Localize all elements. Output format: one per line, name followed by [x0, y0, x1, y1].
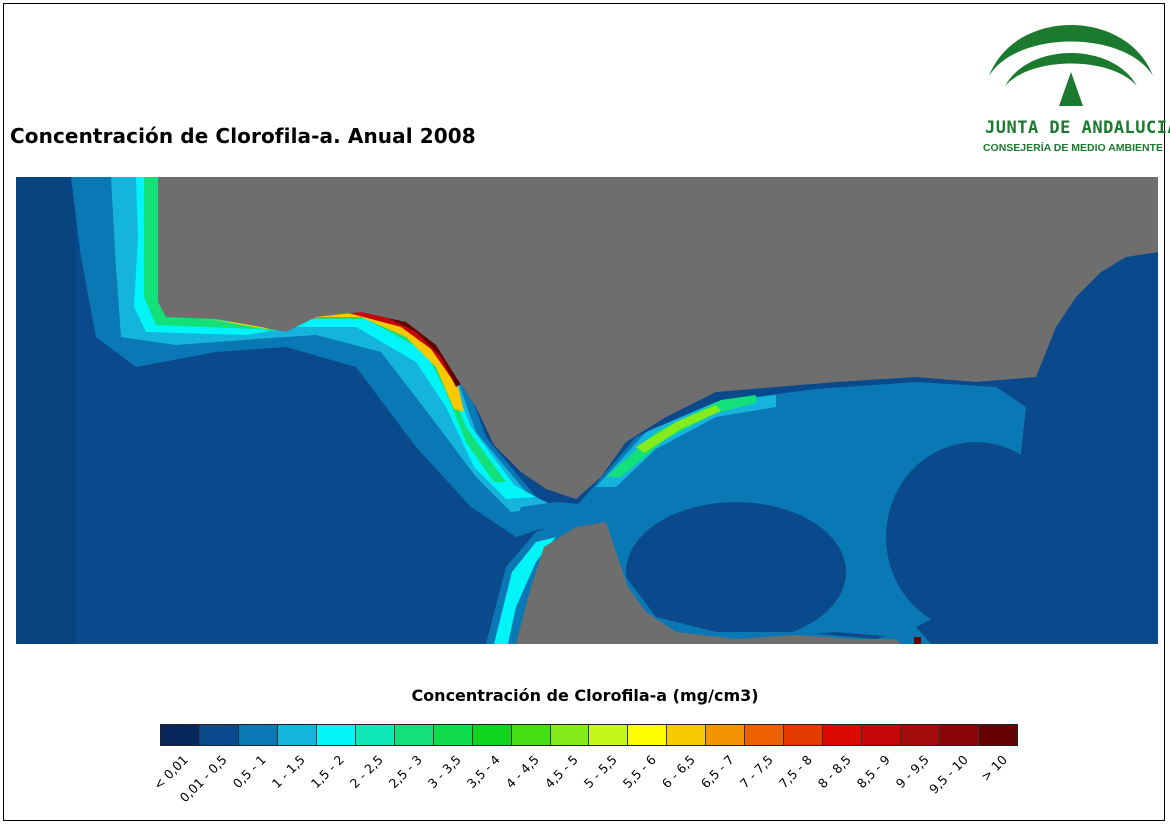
legend-label: 2,5 - 3: [385, 752, 425, 792]
legend-label: 7,5 - 8: [775, 752, 815, 792]
legend-label: 8,5 - 9: [853, 752, 893, 792]
offshore-zone: [16, 177, 76, 644]
hot-spot: [914, 637, 921, 644]
africa-land: [516, 522, 901, 644]
legend-label: 1,5 - 2: [307, 752, 347, 792]
legend-swatch: [862, 725, 902, 745]
atlantic-band-outer: [71, 177, 576, 537]
junta-andalucia-logo: [989, 25, 1153, 106]
legend-label: 3,5 - 4: [463, 752, 503, 792]
legend-label: > 10: [977, 752, 1010, 785]
legend-label: 6,5 - 7: [697, 752, 737, 792]
legend-label: 2 - 2,5: [346, 752, 386, 792]
legend-label: 6 - 6,5: [658, 752, 698, 792]
legend-label: 4,5 - 5: [541, 752, 581, 792]
legend-swatch: [706, 725, 746, 745]
legend-label: 8 - 8,5: [814, 752, 854, 792]
legend-swatch: [238, 725, 278, 745]
map-title: Concentración de Clorofila-a. Anual 2008: [10, 124, 476, 148]
legend-swatch: [901, 725, 941, 745]
legend-swatch: [667, 725, 707, 745]
strait-channel: [516, 502, 616, 531]
legend-label: 9,5 - 10: [925, 752, 971, 797]
legend-swatch: [979, 725, 1017, 745]
legend-label: 7 - 7,5: [736, 752, 776, 792]
alboran-band-lime: [636, 405, 721, 453]
legend-swatch: [628, 725, 668, 745]
moroccan-band-cyan: [494, 537, 556, 644]
legend-swatch: [550, 725, 590, 745]
atlantic-band-cyan: [134, 177, 536, 499]
legend-swatch: [784, 725, 824, 745]
legend-swatch: [940, 725, 980, 745]
legend-swatch: [433, 725, 473, 745]
legend-label: 4 - 4,5: [502, 752, 542, 792]
legend-swatch: [355, 725, 395, 745]
chlorophyll-map: [16, 177, 1158, 644]
legend-swatch: [511, 725, 551, 745]
atlantic-band-mid: [111, 177, 556, 512]
color-legend: [160, 724, 1018, 746]
legend-title: Concentración de Clorofila-a (mg/cm3): [411, 686, 759, 705]
legend-swatch: [472, 725, 512, 745]
legend-swatch: [745, 725, 785, 745]
alboran-eastern-gyre: [886, 442, 1066, 632]
legend-swatch: [161, 725, 200, 745]
alboran-western-gyre: [626, 502, 846, 642]
logo-subtitle: CONSEJERÍA DE MEDIO AMBIENTE: [982, 142, 1164, 154]
alboran-band-cyan: [596, 395, 776, 487]
iberia-land: [158, 177, 1158, 499]
legend-label: 5 - 5,5: [580, 752, 620, 792]
legend-label: 0,5 - 1: [229, 752, 269, 792]
legend-label: 1 - 1,5: [268, 752, 308, 792]
legend-label: 3 - 3,5: [424, 752, 464, 792]
legend-swatch: [277, 725, 317, 745]
alboran-band-green: [606, 395, 756, 477]
legend-swatch: [589, 725, 629, 745]
legend-swatch: [316, 725, 356, 745]
logo-name: JUNTA DE ANDALUCIA: [985, 118, 1170, 138]
legend-swatch: [823, 725, 863, 745]
legend-label: 5,5 - 6: [619, 752, 659, 792]
legend-swatch: [394, 725, 434, 745]
legend-swatch: [199, 725, 239, 745]
